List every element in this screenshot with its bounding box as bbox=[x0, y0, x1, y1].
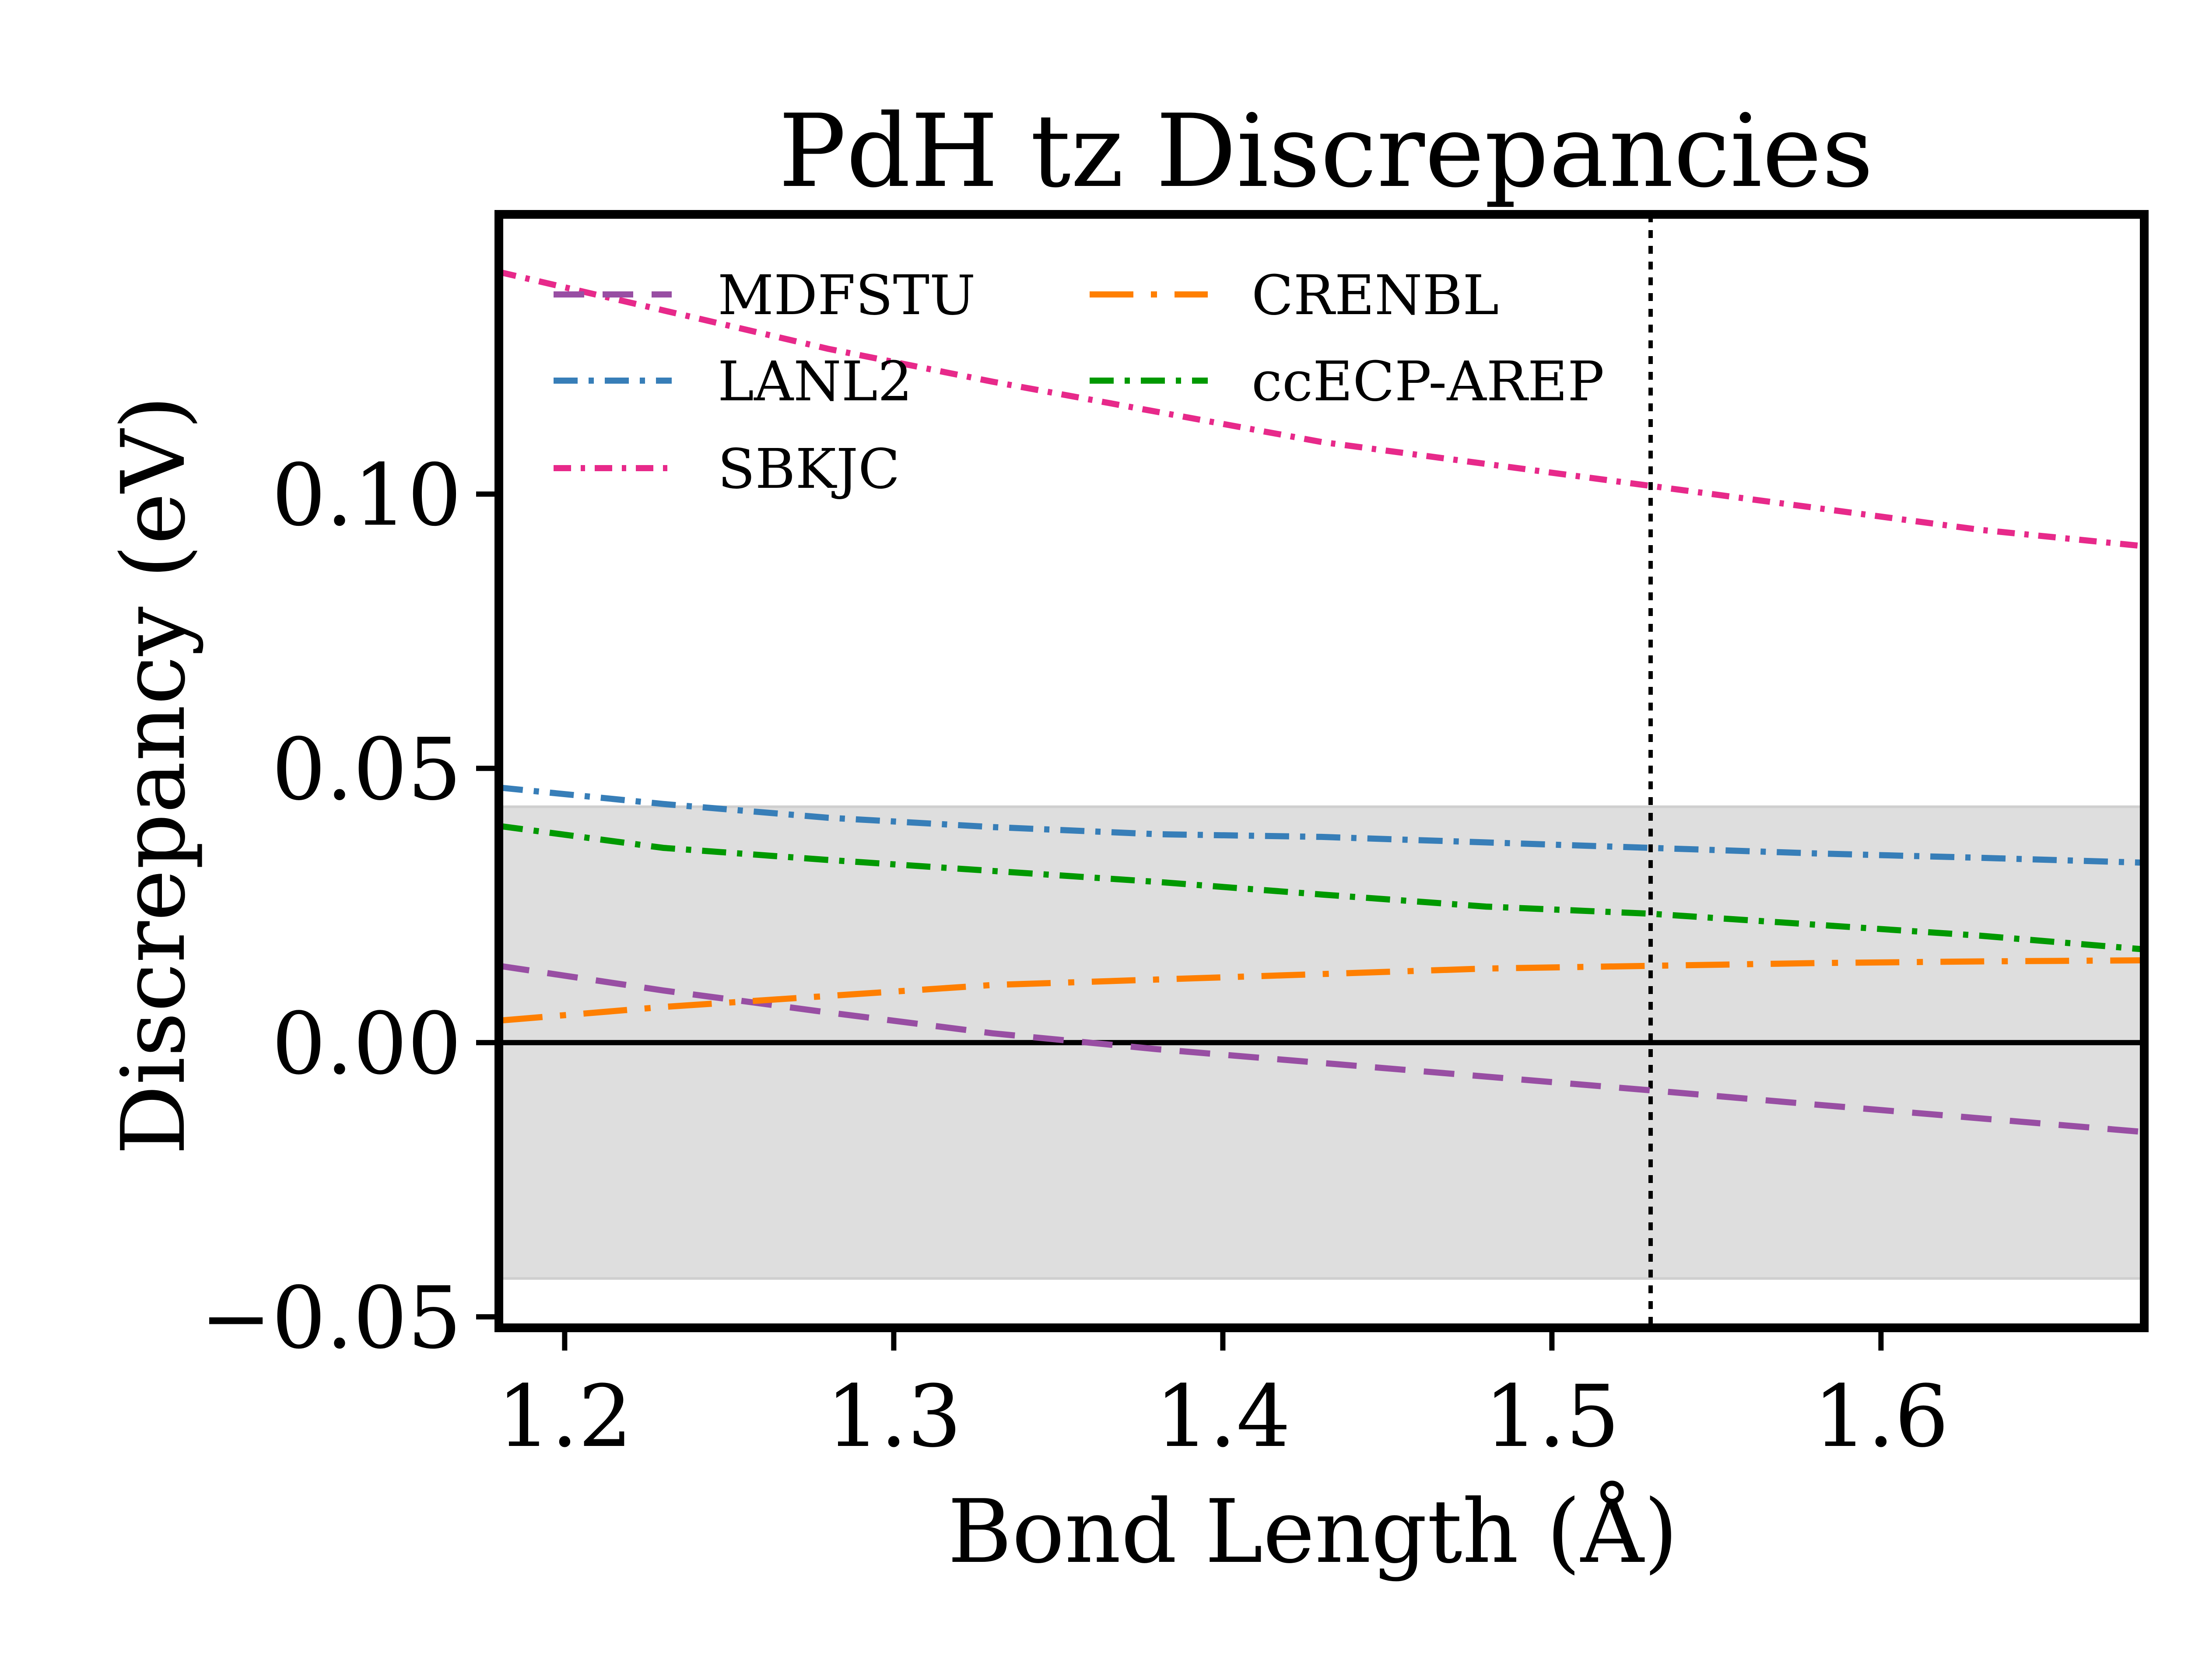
legend-label: MDFSTU bbox=[718, 264, 975, 327]
legend-item-mdfstu: MDFSTU bbox=[554, 264, 975, 327]
legend-item-ccecp-arep: ccECP-AREP bbox=[1090, 350, 1604, 413]
series-line-ccecp-arep bbox=[498, 822, 2145, 952]
series-line-crenbl bbox=[498, 957, 2145, 1024]
legend-item-lanl2: LANL2 bbox=[554, 350, 912, 413]
legend-label: ccECP-AREP bbox=[1252, 350, 1604, 413]
x-axis-label: Bond Length (Å) bbox=[947, 1480, 1678, 1583]
chart-title: PdH tz Discrepancies bbox=[778, 93, 1873, 210]
x-tick-label: 1.6 bbox=[1813, 1367, 1949, 1466]
series-line-mdfstu bbox=[498, 962, 2145, 1135]
y-tick-label: 0.00 bbox=[272, 994, 462, 1093]
series-line-lanl2 bbox=[498, 784, 2145, 866]
plot-frame bbox=[494, 210, 2149, 1332]
legend-label: LANL2 bbox=[718, 350, 912, 413]
x-tick-label: 1.4 bbox=[1155, 1367, 1290, 1466]
x-tick-label: 1.5 bbox=[1484, 1367, 1620, 1466]
y-tick-label: 0.05 bbox=[272, 720, 462, 819]
y-axis: −0.05 0.00 0.05 0.10 bbox=[200, 445, 499, 1368]
legend: MDFSTU LANL2 SBKJC CRENBL ccECP-AREP bbox=[554, 264, 1604, 501]
x-tick-label: 1.3 bbox=[826, 1367, 961, 1466]
legend-item-crenbl: CRENBL bbox=[1090, 264, 1499, 327]
x-tick-label: 1.2 bbox=[497, 1367, 632, 1466]
y-tick-label: 0.10 bbox=[272, 445, 462, 545]
x-axis: 1.2 1.3 1.4 1.5 1.6 bbox=[497, 1328, 1949, 1466]
y-tick-label: −0.05 bbox=[200, 1268, 462, 1368]
y-axis-label: Discrepancy (eV) bbox=[103, 396, 205, 1155]
legend-item-sbkjc: SBKJC bbox=[554, 438, 900, 501]
plot-area bbox=[498, 214, 2146, 1328]
legend-label: SBKJC bbox=[718, 438, 900, 501]
legend-label: CRENBL bbox=[1252, 264, 1499, 327]
